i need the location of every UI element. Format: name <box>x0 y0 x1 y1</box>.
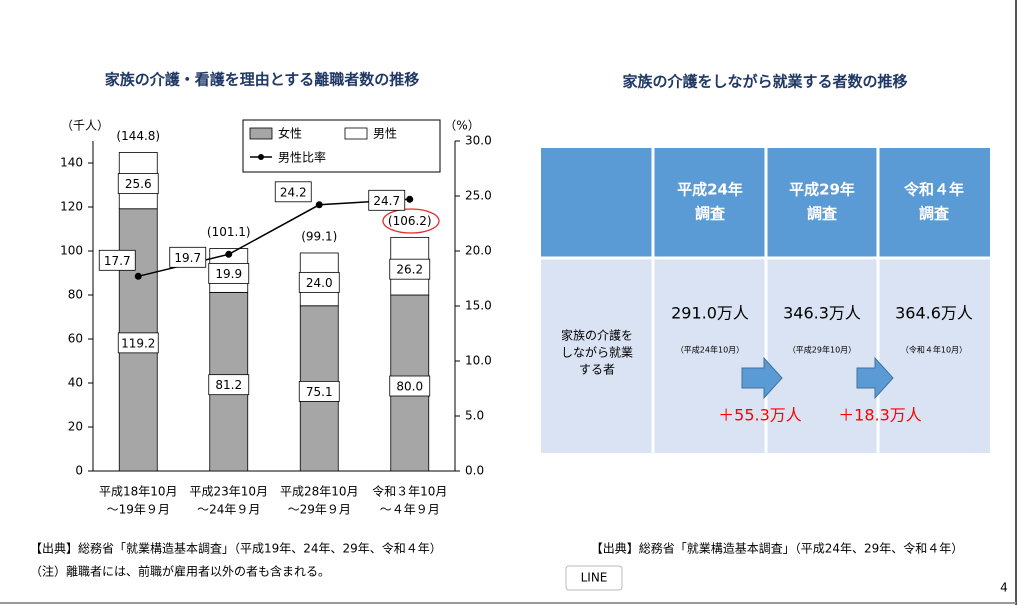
y-tick-label: 20 <box>68 420 83 434</box>
y-tick-label: 120 <box>60 200 83 214</box>
data-label: 25.6 <box>125 177 152 191</box>
table-header: 調査 <box>807 205 838 223</box>
line-point <box>406 195 414 203</box>
data-label: 75.1 <box>306 385 333 399</box>
legend-label: 男性 <box>373 127 397 141</box>
legend-swatch <box>249 127 273 140</box>
cell-date: （平成29年10月） <box>788 345 856 355</box>
legend-swatch <box>344 127 368 140</box>
legend-label: 女性 <box>278 126 302 141</box>
cell-date: （令和４年10月） <box>901 345 967 355</box>
table-header: 令和４年 <box>904 181 964 199</box>
label-box <box>117 332 159 354</box>
x-tick-label: ～24年９月 <box>197 503 260 517</box>
data-label: 24.7 <box>373 194 400 208</box>
data-label: 80.0 <box>396 380 423 394</box>
data-label: 26.2 <box>396 263 423 277</box>
data-label: 119.2 <box>121 336 155 350</box>
highlight <box>382 208 440 234</box>
table-header: 平成29年 <box>789 181 855 199</box>
total-label: (144.8) <box>116 129 160 143</box>
legend-marker <box>258 154 264 160</box>
data-label: 24.0 <box>306 276 333 290</box>
page-number: 4 <box>1000 581 1008 595</box>
label-box <box>368 189 406 211</box>
row-label: しながら就業 <box>561 345 633 360</box>
total-label: (99.1) <box>301 229 337 243</box>
cell-value: 364.6万人 <box>895 304 973 323</box>
x-tick-label: ～４年９月 <box>380 503 440 517</box>
total-label: (101.1) <box>207 225 251 239</box>
table-header: 調査 <box>695 205 726 223</box>
table-lines <box>541 148 990 453</box>
y2-tick-label: 20.0 <box>465 244 492 258</box>
cell-value: 291.0万人 <box>671 304 749 323</box>
data-label: 24.2 <box>280 185 307 199</box>
y2-tick-label: 30.0 <box>465 134 492 148</box>
increase: ＋55.3万人 <box>718 406 802 425</box>
x-tick-label: 令和３年10月 <box>372 484 447 499</box>
line-point <box>225 250 233 258</box>
label-box <box>274 181 312 203</box>
y2-tick-label: 0.0 <box>465 464 484 478</box>
chart-title: 家族の介護・看護を理由とする離職者数の推移 <box>105 71 420 89</box>
cell-value: 346.3万人 <box>783 304 861 323</box>
row-label: 家族の介護を <box>561 328 633 343</box>
label-box <box>389 258 431 280</box>
y-tick-label: 80 <box>68 288 83 302</box>
tooltip-text: LINE <box>581 571 608 585</box>
arrow <box>741 356 783 400</box>
label-box <box>389 375 431 397</box>
y2-tick-label: 10.0 <box>465 354 492 368</box>
total-label: (106.2) <box>388 214 432 228</box>
line-point <box>315 201 323 209</box>
data-label: 19.7 <box>174 251 201 265</box>
increase: ＋18.3万人 <box>838 406 922 425</box>
x-tick-label: 平成18年10月 <box>99 485 178 499</box>
x-tick-label: 平成23年10月 <box>189 485 268 499</box>
cell-date: （平成24年10月） <box>676 345 744 355</box>
panel-title: 家族の介護をしながら就業する者数の推移 <box>622 73 907 91</box>
label-box <box>298 380 340 402</box>
y2-tick-label: 5.0 <box>465 409 484 423</box>
source: 【出典】総務省「就業構造基本調査」（平成19年、24年、29年、令和４年） <box>30 541 442 556</box>
arrow <box>856 356 894 400</box>
label-box <box>169 246 207 268</box>
row-label: する者 <box>579 363 615 377</box>
table-header: 平成24年 <box>677 181 743 199</box>
y-tick-label: 40 <box>68 376 83 390</box>
tooltip <box>565 565 623 591</box>
label-box <box>208 263 250 284</box>
note: （注）離職者には、前職が雇用者以外の者も含まれる。 <box>30 564 330 579</box>
legend-box <box>242 119 441 173</box>
y-axis-label: （千人） <box>61 119 109 133</box>
y2-axis-label: （%） <box>444 119 479 133</box>
data-label: 81.2 <box>215 378 242 392</box>
x-tick-label: ～19年９月 <box>107 503 170 517</box>
label-box <box>298 271 340 293</box>
y2-tick-label: 15.0 <box>465 299 492 313</box>
data-label: 17.7 <box>104 254 131 268</box>
table-header: 調査 <box>919 205 950 223</box>
label-box <box>208 374 250 396</box>
legend-label: 男性比率 <box>278 150 326 165</box>
label-box <box>117 173 159 195</box>
y2-tick-label: 25.0 <box>465 189 492 203</box>
y-tick-label: 60 <box>68 332 83 346</box>
x-tick-label: ～29年９月 <box>288 503 351 517</box>
y-tick-label: 140 <box>60 156 83 170</box>
y-tick-label: 0 <box>75 464 83 478</box>
label-box <box>98 249 136 271</box>
y-tick-label: 100 <box>60 244 83 258</box>
x-tick-label: 平成28年10月 <box>280 485 359 499</box>
data-label: 19.9 <box>215 267 242 281</box>
source: 【出典】総務省「就業構造基本調査」（平成24年、29年、令和４年） <box>591 541 964 556</box>
line-point <box>134 272 142 280</box>
